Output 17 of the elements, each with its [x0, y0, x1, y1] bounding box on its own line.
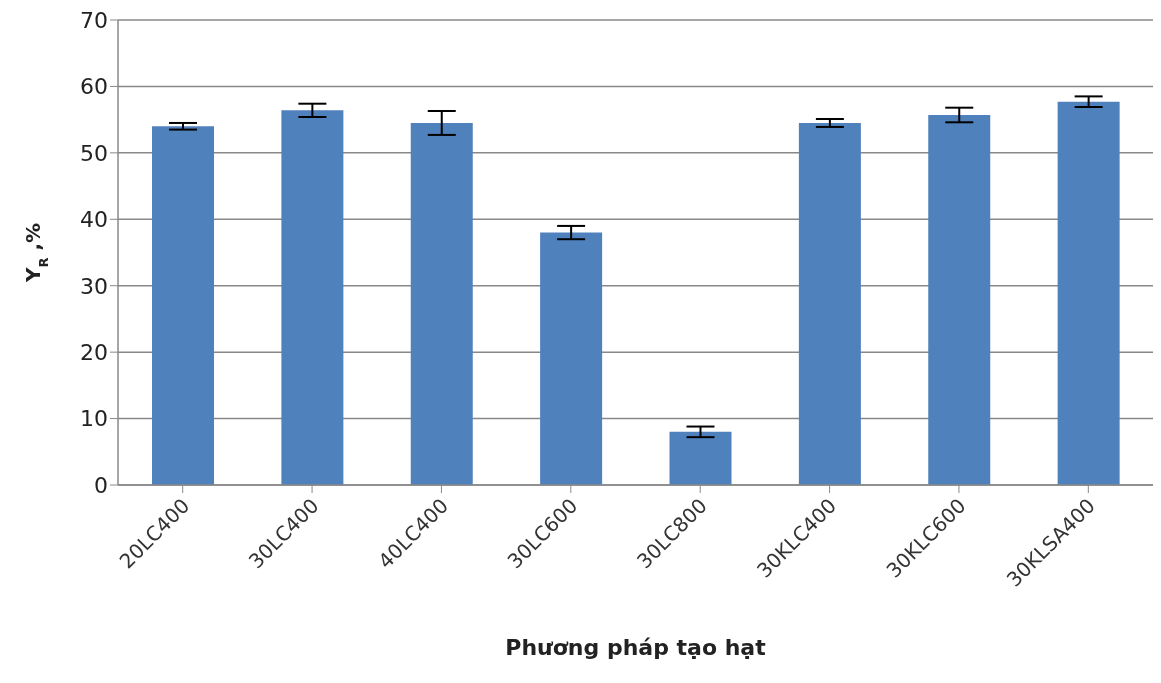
- bar: [152, 126, 214, 485]
- y-tick-label: 60: [80, 74, 108, 100]
- bar: [281, 110, 344, 485]
- y-tick-label: 30: [80, 273, 108, 299]
- y-tick-label: 10: [80, 406, 108, 432]
- y-tick-label: 20: [80, 339, 108, 365]
- bar: [928, 114, 991, 485]
- bar: [798, 122, 861, 485]
- bar: [540, 232, 603, 485]
- bar: [1057, 101, 1120, 485]
- bar: [410, 122, 473, 485]
- x-axis-title: Phương pháp tạo hạt: [505, 635, 767, 660]
- y-tick-label: 50: [80, 140, 108, 166]
- y-tick-label: 70: [80, 7, 108, 33]
- y-tick-label: 0: [94, 472, 108, 498]
- bar: [669, 431, 732, 485]
- y-tick-label: 40: [80, 207, 108, 233]
